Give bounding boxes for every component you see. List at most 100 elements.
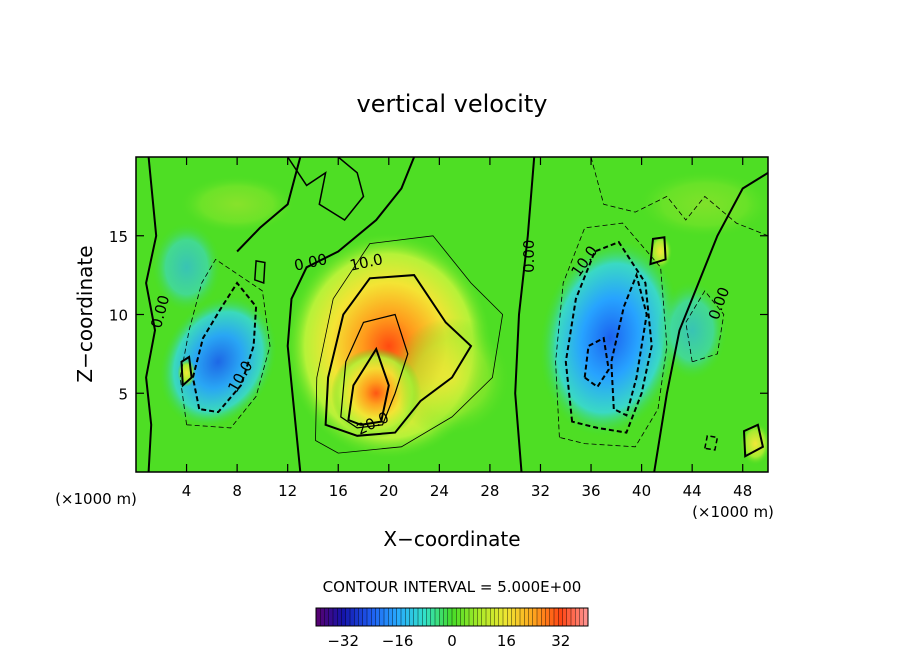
colorbar-segment — [494, 608, 500, 626]
chart-title: vertical velocity — [357, 90, 548, 118]
colorbar-tick-label: 16 — [497, 632, 516, 650]
contour-zero-updraft-left — [286, 157, 416, 472]
colorbar-segment — [354, 608, 359, 626]
x-tick-label: 4 — [182, 482, 192, 500]
contour-neg10-right — [564, 240, 653, 434]
x-tick-label: 16 — [329, 482, 348, 500]
contour-upper-right-wave — [590, 157, 768, 237]
colorbar-ticks: −32 −16 0 16 32 — [327, 632, 570, 650]
colorbar-segment — [384, 608, 389, 626]
contour-label: 0.00 — [520, 240, 538, 273]
contour-20-updraft — [347, 346, 390, 426]
colorbar-segment — [439, 608, 444, 626]
colorbar-segment — [481, 608, 487, 626]
colorbar-segment — [464, 608, 470, 626]
colorbar-segment — [515, 608, 521, 626]
contour-5-updraft — [315, 235, 504, 454]
x-unit-label: (×1000 m) — [692, 503, 774, 521]
x-axis: 4 8 12 16 20 24 28 32 36 40 44 48 — [182, 157, 752, 500]
colorbar-segment — [541, 608, 546, 626]
colorbar-segment — [350, 608, 355, 626]
contour-small-lower-right — [742, 423, 765, 458]
colorbar-segment — [333, 608, 338, 626]
contour-neg15-right-a — [583, 336, 610, 389]
colorbar — [315, 607, 589, 627]
y-axis: 5 10 15 — [109, 228, 768, 403]
colorbar-segment — [341, 608, 347, 626]
colorbar-segment — [367, 608, 372, 626]
small-updraft-right — [648, 233, 673, 270]
colorbar-segment — [520, 608, 525, 626]
x-tick-label: 24 — [430, 482, 449, 500]
colorbar-segment — [566, 608, 572, 626]
colorbar-segment — [549, 608, 555, 626]
contour-small-upper-left — [254, 260, 266, 285]
contour-neg10-left — [191, 281, 258, 414]
colorbar-segment — [528, 608, 534, 626]
colorbar-segment — [371, 608, 376, 626]
colorbar-segment — [477, 608, 483, 626]
left-downdraft — [159, 295, 278, 429]
colorbar-segment — [426, 608, 432, 626]
y-tick-label: 10 — [109, 307, 128, 325]
colorbar-tick-label: 0 — [447, 632, 457, 650]
colorbar-segment — [362, 608, 368, 626]
colorbar-segment — [345, 608, 351, 626]
colorbar-segment — [328, 608, 334, 626]
x-tick-label: 20 — [379, 482, 398, 500]
x-tick-label: 40 — [632, 482, 651, 500]
right-downdraft — [538, 238, 682, 438]
colorbar-segment — [575, 608, 580, 626]
colorbar-segment — [452, 608, 457, 626]
contour-10-updraft — [324, 274, 473, 437]
colorbar-segment — [579, 608, 585, 626]
x-tick-label: 12 — [278, 482, 297, 500]
contour-zero-middle — [514, 157, 536, 472]
contour-upper-wisp — [287, 157, 365, 221]
velocity-field — [136, 157, 768, 472]
contour-neg5-left — [179, 258, 271, 429]
contour-small-upper-right — [649, 236, 667, 266]
colorbar-segment — [388, 608, 393, 626]
colorbar-segment — [507, 608, 512, 626]
colorbar-segment — [422, 608, 427, 626]
contour-interval-text: CONTOUR INTERVAL = 5.000E+00 — [323, 578, 582, 596]
colorbar-segment — [545, 608, 551, 626]
colorbar-segment — [392, 608, 398, 626]
y-axis-label: Z−coordinate — [73, 245, 97, 382]
colorbar-segment — [324, 608, 330, 626]
contour-zero-left — [145, 157, 158, 472]
x-tick-label: 28 — [480, 482, 499, 500]
colorbar-tick-label: −16 — [382, 632, 414, 650]
x-tick-label: 32 — [531, 482, 550, 500]
colorbar-segment — [554, 608, 559, 626]
colorbar-segment — [498, 608, 504, 626]
colorbar-segment — [456, 608, 461, 626]
colorbar-tick-label: −32 — [327, 632, 359, 650]
weak-updraft-upper-left — [177, 174, 298, 235]
weak-updraft-upper-right — [634, 169, 768, 240]
x-tick-label: 44 — [683, 482, 702, 500]
y-unit-label: (×1000 m) — [55, 490, 137, 508]
colorbar-segment — [409, 608, 415, 626]
x-tick-label: 36 — [581, 482, 600, 500]
colorbar-segment — [418, 608, 423, 626]
colorbar-segment — [443, 608, 449, 626]
contour-zero-upper — [236, 157, 302, 253]
contour-neg-small — [703, 434, 719, 451]
x-axis-label: X−coordinate — [383, 527, 520, 551]
x-tick-label: 8 — [232, 482, 242, 500]
colorbar-segment — [473, 608, 478, 626]
contour-neg5-right — [555, 222, 668, 448]
colorbar-segment — [447, 608, 453, 626]
colorbar-segment — [583, 608, 589, 626]
colorbar-segment — [379, 608, 385, 626]
colorbar-segment — [511, 608, 517, 626]
colorbar-segment — [401, 608, 406, 626]
colorbar-segment — [537, 608, 542, 626]
colorbar-segment — [460, 608, 466, 626]
colorbar-segment — [435, 608, 440, 626]
colorbar-segment — [503, 608, 508, 626]
colorbar-segment — [396, 608, 402, 626]
